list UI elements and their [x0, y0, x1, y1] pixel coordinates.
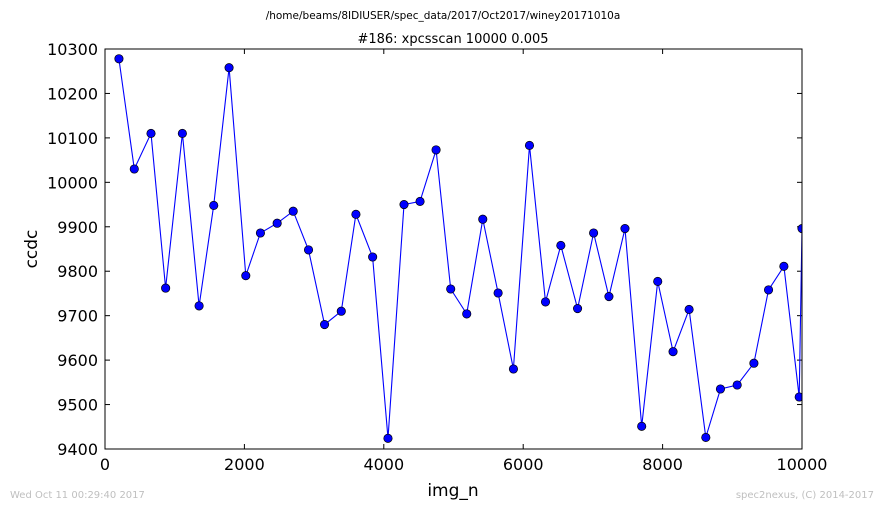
- data-point: [399, 200, 409, 210]
- file-path-title: /home/beams/8IDIUSER/spec_data/2017/Oct2…: [266, 10, 621, 22]
- y-tick-label: 9800: [57, 262, 98, 281]
- data-point: [194, 301, 204, 311]
- y-axis-label: ccdc: [22, 230, 42, 269]
- data-point: [351, 209, 361, 219]
- data-point: [794, 392, 802, 402]
- data-point: [241, 271, 251, 281]
- data-point: [668, 347, 678, 357]
- x-tick-label: 0: [100, 455, 110, 474]
- data-point: [556, 240, 566, 250]
- footer-timestamp: Wed Oct 11 00:29:40 2017: [10, 490, 145, 501]
- data-point: [368, 252, 378, 262]
- plot-layer: 0 2000 4000 6000 8000 10000 9400 9500 9600 9700 98…: [47, 40, 827, 474]
- data-point: [114, 54, 124, 64]
- data-point: [763, 285, 774, 295]
- data-point: [224, 63, 234, 73]
- x-tick-label: 4000: [363, 455, 404, 474]
- series-line: [118, 58, 802, 439]
- y-tick-label: 10300: [47, 40, 98, 59]
- data-point: [715, 384, 726, 394]
- y-tick-label: 10200: [47, 84, 98, 103]
- data-point: [209, 200, 219, 210]
- data-point: [589, 228, 599, 238]
- data-point: [336, 306, 346, 316]
- x-tick-label: 2000: [224, 455, 265, 474]
- data-point: [620, 224, 630, 234]
- y-tick-label: 9900: [57, 218, 98, 237]
- data-point: [177, 128, 187, 138]
- data-point: [288, 206, 298, 216]
- data-point: [446, 284, 456, 294]
- footer-credit: spec2nexus, (C) 2014-2017: [736, 490, 874, 501]
- data-point: [431, 145, 441, 155]
- data-point: [653, 276, 663, 286]
- data-point: [524, 140, 535, 150]
- data-point: [129, 164, 139, 174]
- plot-frame: [104, 48, 803, 450]
- scan-title: #186: xpcsscan 10000 0.005: [357, 32, 548, 47]
- data-point: [478, 214, 488, 224]
- data-point: [383, 433, 393, 443]
- data-point: [637, 421, 647, 431]
- x-tick-label: 8000: [642, 455, 683, 474]
- x-axis-label: img_n: [427, 481, 478, 501]
- data-point: [493, 288, 503, 298]
- data-point: [732, 380, 742, 390]
- data-point: [462, 309, 472, 319]
- y-tick-label: 10100: [47, 129, 98, 148]
- y-tick-label: 9500: [57, 396, 98, 415]
- x-tick-label: 6000: [503, 455, 544, 474]
- data-point: [255, 228, 265, 238]
- data-point: [779, 261, 789, 271]
- x-tick-label: 10000: [777, 455, 828, 474]
- y-tick-label: 9600: [57, 351, 98, 370]
- y-tick-label: 9400: [57, 440, 98, 459]
- data-point: [161, 283, 171, 293]
- data-point: [508, 364, 518, 374]
- y-tick-label: 10000: [47, 173, 98, 192]
- data-point: [701, 432, 711, 442]
- series-group: [114, 54, 802, 443]
- data-point: [303, 245, 314, 255]
- data-point: [146, 128, 156, 138]
- data-point: [320, 320, 330, 330]
- data-point: [604, 292, 614, 302]
- data-point: [540, 297, 551, 307]
- data-point: [749, 358, 759, 368]
- data-point: [272, 218, 282, 228]
- data-point: [684, 304, 694, 314]
- data-point: [415, 196, 425, 206]
- data-point: [573, 304, 583, 314]
- y-tick-label: 9700: [57, 307, 98, 326]
